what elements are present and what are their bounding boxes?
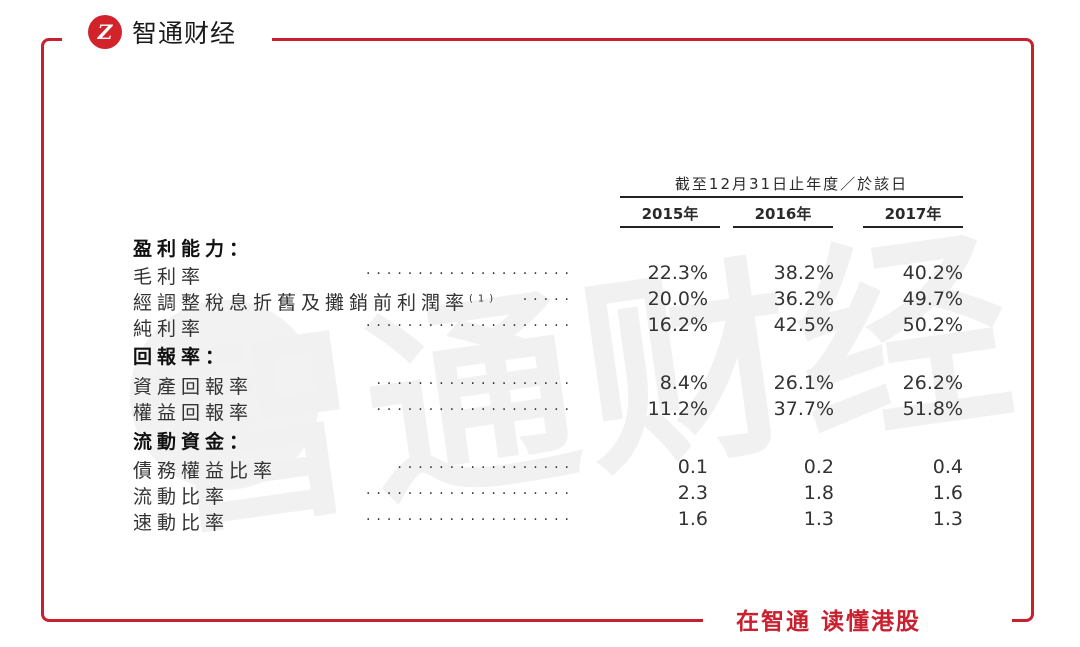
year-rule (863, 226, 963, 228)
row-label: 毛利率 (133, 266, 206, 288)
brand-slogan: 在智通 读懂港股 (732, 602, 926, 636)
table-row: 債務權益比率 ................. 0.1 0.2 0.4 (133, 456, 973, 482)
zhitong-logo-icon: Z (88, 15, 122, 49)
row-label: 權益回報率 (133, 402, 254, 424)
row-label: 債務權益比率 (133, 460, 278, 482)
value-2015: 22.3% (647, 262, 708, 284)
value-2017: 1.3 (932, 508, 963, 530)
section-row-returns: 回報率： (133, 342, 973, 368)
value-2016: 1.3 (803, 508, 834, 530)
value-2017: 50.2% (902, 314, 963, 336)
leader-dots: ................. (397, 456, 575, 472)
leader-dots: .................... (365, 508, 575, 524)
value-2015: 0.1 (677, 456, 708, 478)
header-rule (620, 196, 963, 198)
value-2015: 1.6 (677, 508, 708, 530)
value-2015: 20.0% (647, 288, 708, 310)
year-header-2017: 2017年 (884, 205, 942, 223)
section-label: 盈利能力： (133, 238, 254, 260)
value-2016: 36.2% (773, 288, 834, 310)
section-label: 流動資金： (133, 431, 254, 453)
value-2015: 11.2% (647, 398, 708, 420)
row-label: 資產回報率 (133, 376, 254, 398)
value-2017: 1.6 (932, 482, 963, 504)
table-row: 毛利率 .................... 22.3% 38.2% 40.… (133, 262, 973, 288)
section-label: 回報率： (133, 346, 230, 368)
frame-top-right-segment (272, 38, 1024, 41)
table-row: 速動比率 .................... 1.6 1.3 1.3 (133, 508, 973, 534)
frame-bottom-left-segment (55, 619, 703, 622)
leader-dots: .................... (365, 314, 575, 330)
value-2017: 49.7% (902, 288, 963, 310)
frame-corner-top-right (1020, 38, 1034, 52)
year-rule (620, 226, 720, 228)
value-2017: 26.2% (902, 372, 963, 394)
frame-left (41, 52, 44, 610)
watermark-logo-circle (130, 300, 320, 490)
leader-dots: .................... (365, 482, 575, 498)
value-2016: 0.2 (803, 456, 834, 478)
brand-logo: Z 智通财经 (88, 14, 237, 50)
brand-name: 智通财经 (132, 19, 237, 48)
year-header-2015: 2015年 (641, 205, 699, 223)
table-row: 經調整稅息折舊及攤銷前利潤率(1) ..... 20.0% 36.2% 49.7… (133, 288, 973, 314)
value-2016: 26.1% (773, 372, 834, 394)
value-2016: 1.8 (803, 482, 834, 504)
frame-right (1031, 52, 1034, 610)
table-row: 流動比率 .................... 2.3 1.8 1.6 (133, 482, 973, 508)
section-row-profitability: 盈利能力： (133, 234, 973, 260)
leader-dots: ................... (376, 372, 575, 388)
value-2017: 51.8% (902, 398, 963, 420)
year-header-2016: 2016年 (754, 205, 812, 223)
value-2015: 8.4% (659, 372, 708, 394)
value-2016: 38.2% (773, 262, 834, 284)
value-2016: 37.7% (773, 398, 834, 420)
row-label: 純利率 (133, 318, 206, 340)
period-header: 截至12月31日止年度／於該日 (674, 175, 909, 193)
row-label: 經調整稅息折舊及攤銷前利潤率(1) (133, 292, 499, 314)
value-2016: 42.5% (773, 314, 834, 336)
value-2017: 40.2% (902, 262, 963, 284)
table-row: 資產回報率 ................... 8.4% 26.1% 26.… (133, 372, 973, 398)
value-2017: 0.4 (932, 456, 963, 478)
leader-dots: ..... (522, 288, 575, 304)
frame-bottom-right-segment (1012, 619, 1022, 622)
table-row: 權益回報率 ................... 11.2% 37.7% 51… (133, 398, 973, 424)
year-rule (733, 226, 833, 228)
frame-corner-bottom-right (1020, 608, 1034, 622)
table-row: 純利率 .................... 16.2% 42.5% 50.… (133, 314, 973, 340)
frame-corner-bottom-left (41, 608, 55, 622)
value-2015: 2.3 (677, 482, 708, 504)
frame-corner-top-left (41, 38, 55, 52)
frame-top-left-segment (52, 38, 62, 41)
row-label: 速動比率 (133, 512, 230, 534)
leader-dots: ................... (376, 398, 575, 414)
footnote-marker: (1) (469, 293, 499, 305)
value-2015: 16.2% (647, 314, 708, 336)
leader-dots: .................... (365, 262, 575, 278)
section-row-liquidity: 流動資金： (133, 427, 973, 453)
row-label: 流動比率 (133, 486, 230, 508)
